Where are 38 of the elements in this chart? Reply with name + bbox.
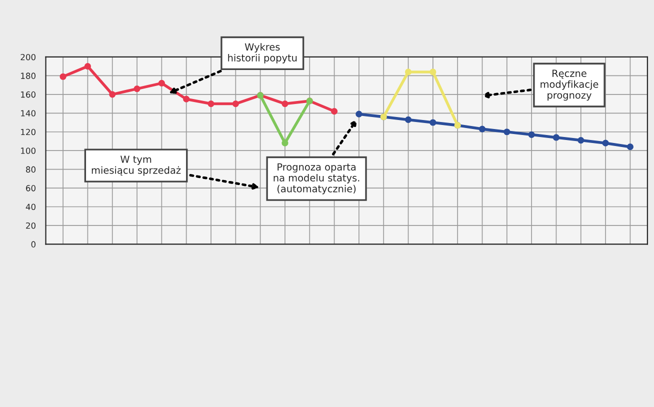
annotation: Prognoza oparta na modelu statys. (automatycznie) [274, 163, 360, 194]
point [404, 116, 412, 123]
y-tick-label: 100 [21, 148, 36, 154]
point [578, 136, 584, 144]
y-tick-label: 40 [26, 204, 36, 210]
y-tick-label: 60 [26, 185, 36, 192]
point [430, 68, 436, 76]
annotation: Wykres historii popytu [228, 43, 297, 64]
y-tick-label: 180 [21, 72, 36, 79]
y-tick-label: 200 [20, 54, 36, 60]
point [282, 100, 288, 108]
y-tick-label: 120 [21, 128, 36, 136]
point [356, 110, 362, 118]
point [552, 134, 560, 141]
point [208, 100, 214, 108]
point [528, 131, 535, 138]
y-tick-label: 0 [31, 241, 36, 248]
annotation: Ręczne modyfikacje prognozy [540, 70, 598, 101]
y-tick-label: 160 [21, 91, 36, 98]
point [109, 91, 116, 98]
y-tick-label: 80 [26, 166, 36, 173]
point [158, 80, 165, 86]
point [183, 96, 190, 102]
point [626, 144, 634, 150]
point [282, 140, 288, 146]
point [430, 119, 436, 126]
point [232, 100, 239, 108]
y-tick-label: 20 [26, 222, 36, 229]
point [504, 128, 510, 136]
point [602, 140, 609, 146]
point [84, 63, 91, 70]
point [134, 86, 140, 92]
point [404, 68, 412, 76]
point [330, 108, 338, 115]
annotation: W tym miesiącu sprzedaż [92, 156, 181, 176]
point [60, 73, 66, 80]
y-tick-label: 140 [21, 110, 36, 116]
point [478, 126, 486, 132]
